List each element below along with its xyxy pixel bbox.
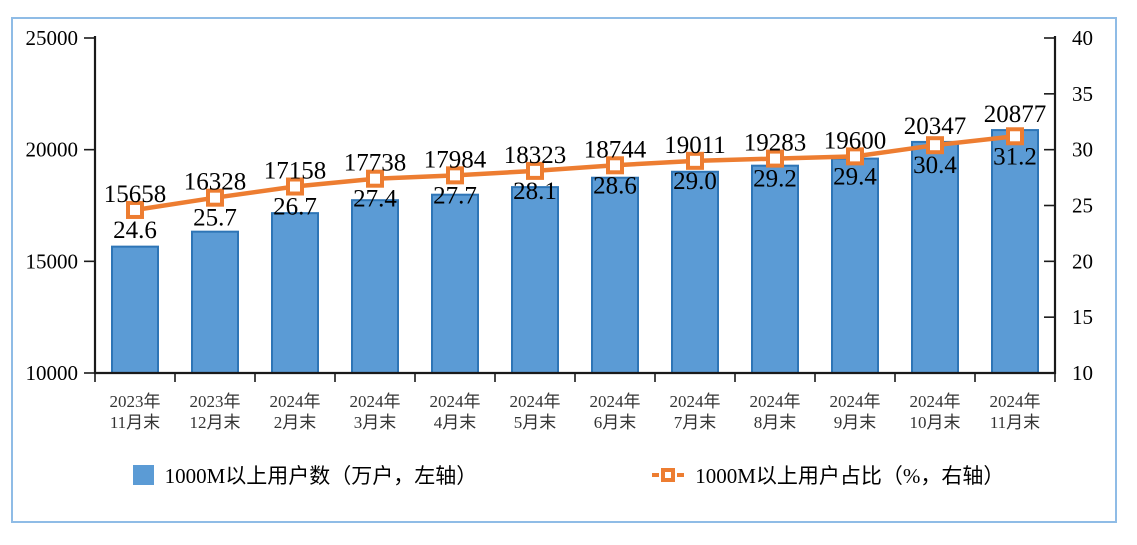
line-value-label: 30.4	[913, 152, 957, 179]
line-marker	[1006, 127, 1024, 146]
line-marker	[366, 169, 384, 188]
line-value-label: 29.0	[673, 168, 717, 195]
bar-value-label: 18744	[584, 136, 647, 163]
x-axis-label-line1: 2024年	[270, 392, 321, 411]
bar-value-label: 20877	[984, 101, 1047, 128]
line-marker	[766, 149, 784, 168]
x-axis-label-line2: 10月末	[910, 413, 961, 432]
bar-value-label: 20347	[904, 113, 967, 140]
left-axis-tick-label: 25000	[26, 26, 79, 50]
bar	[671, 170, 719, 374]
x-axis-label-line2: 7月末	[674, 413, 717, 432]
line-marker	[206, 188, 224, 207]
line-value-label: 27.4	[353, 186, 397, 213]
line-marker	[126, 200, 144, 219]
x-axis-label-line2: 8月末	[754, 413, 797, 432]
left-axis-tick-label: 15000	[26, 249, 79, 273]
line-value-label: 29.2	[753, 166, 797, 193]
bar	[431, 193, 479, 374]
line-marker	[686, 151, 704, 170]
line-value-label: 25.7	[193, 205, 237, 232]
bar	[511, 186, 559, 374]
x-axis-label-line1: 2024年	[590, 392, 641, 411]
bar-series-swatch-icon	[132, 465, 154, 485]
line-value-label: 31.2	[993, 143, 1037, 170]
bar-value-label: 18323	[504, 142, 567, 169]
line-swatch-dash-icon	[652, 473, 660, 477]
bar-value-label: 19283	[744, 130, 807, 157]
bar	[191, 230, 239, 374]
right-axis-tick-label: 25	[1072, 194, 1093, 218]
legend-item-bar-series: 1000M以上用户数（万户，左轴）	[132, 460, 478, 490]
x-axis-label-line2: 11月末	[990, 413, 1040, 432]
x-axis-label-line2: 11月末	[110, 413, 160, 432]
x-axis-label-line1: 2024年	[990, 392, 1041, 411]
x-axis-label-line1: 2024年	[910, 392, 961, 411]
legend-label-line-series: 1000M以上用户占比（%，右轴）	[695, 464, 1005, 488]
x-axis-label-line1: 2024年	[510, 392, 561, 411]
x-axis-label-line2: 2月末	[274, 413, 317, 432]
left-axis-tick-label: 20000	[26, 138, 79, 162]
line-value-label: 29.4	[833, 163, 877, 190]
line-series	[132, 134, 1018, 213]
x-axis-label-line2: 4月末	[434, 413, 477, 432]
right-axis-tick-label: 10	[1072, 361, 1093, 385]
line-value-label: 28.1	[513, 178, 557, 205]
x-axis-label-line1: 2024年	[750, 392, 801, 411]
bar-value-label: 17738	[344, 150, 407, 177]
line-marker	[926, 136, 944, 155]
right-axis-tick-label: 40	[1072, 26, 1093, 50]
bar-value-label: 16328	[184, 169, 247, 196]
bar	[271, 212, 319, 374]
x-axis-label-line1: 2023年	[110, 392, 161, 411]
line-series-swatch-icon	[652, 468, 685, 482]
x-axis-label-line1: 2023年	[190, 392, 241, 411]
line-marker	[286, 177, 304, 196]
right-axis-tick-label: 20	[1072, 249, 1093, 273]
line-marker	[606, 156, 624, 175]
line-swatch-square-marker-icon	[661, 468, 676, 482]
x-axis-label-line2: 3月末	[354, 413, 397, 432]
x-axis-label-line2: 6月末	[594, 413, 637, 432]
x-axis-label-line1: 2024年	[670, 392, 721, 411]
bar	[911, 140, 959, 374]
bar-value-label: 17158	[264, 158, 327, 185]
line-value-label: 28.6	[593, 172, 637, 199]
bar	[591, 176, 639, 374]
bar	[831, 157, 879, 374]
line-swatch-dash-icon	[677, 473, 685, 477]
x-axis-label-line2: 5月末	[514, 413, 557, 432]
line-value-label: 26.7	[273, 194, 317, 221]
bar	[111, 245, 159, 374]
bar-value-label: 19011	[664, 132, 726, 159]
left-axis-tick-label: 10000	[26, 361, 79, 385]
right-axis-tick-label: 30	[1072, 138, 1093, 162]
x-axis-label-line1: 2024年	[350, 392, 401, 411]
bar	[351, 199, 399, 374]
right-axis-tick-label: 15	[1072, 305, 1093, 329]
line-value-label: 27.7	[433, 182, 477, 209]
right-axis-tick-label: 35	[1072, 82, 1093, 106]
x-axis-label-line2: 9月末	[834, 413, 877, 432]
bar-value-label: 19600	[824, 127, 887, 154]
x-axis-label-line2: 12月末	[190, 413, 241, 432]
bar-value-label: 15658	[104, 181, 167, 208]
legend-label-bar-series: 1000M以上用户数（万户，左轴）	[164, 464, 478, 488]
line-marker	[446, 166, 464, 185]
line-value-label: 24.6	[113, 217, 157, 244]
legend-item-line-series: 1000M以上用户占比（%，右轴）	[652, 460, 1004, 490]
bar-value-label: 17984	[424, 146, 487, 173]
line-marker	[846, 147, 864, 166]
legend: 1000M以上用户数（万户，左轴） 1000M以上用户占比（%，右轴）	[0, 460, 1137, 490]
x-axis-label-line1: 2024年	[830, 392, 881, 411]
x-axis-label-line1: 2024年	[430, 392, 481, 411]
bar	[751, 164, 799, 374]
line-marker	[526, 161, 544, 180]
